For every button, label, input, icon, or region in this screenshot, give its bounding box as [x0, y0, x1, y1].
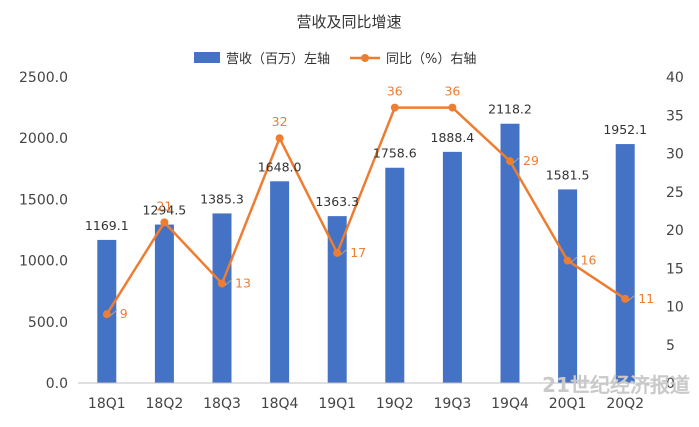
bar-value-label: 1169.1: [85, 218, 129, 233]
line-point: [448, 103, 457, 112]
bar: [212, 213, 232, 383]
label-leader: [339, 248, 348, 256]
bar-value-label: 1952.1: [603, 122, 647, 137]
bar-value-label: 1581.5: [546, 167, 590, 182]
x-tick-label: 18Q1: [88, 396, 126, 412]
line-value-label: 9: [120, 306, 128, 321]
line-point: [333, 248, 342, 257]
bar: [615, 144, 635, 383]
y-right-tick-label: 25: [666, 185, 684, 201]
y-left-tick-label: 2500.0: [19, 70, 68, 86]
y-right-tick-label: 10: [666, 300, 684, 316]
x-tick-label: 20Q1: [549, 396, 587, 412]
bar: [558, 189, 578, 383]
legend: 营收（百万）左轴 同比（%）右轴: [194, 52, 476, 67]
x-tick-label: 19Q2: [376, 396, 414, 412]
line-value-label: 11: [638, 291, 654, 306]
x-tick-label: 18Q2: [146, 396, 184, 412]
line-point: [621, 294, 630, 303]
bar: [154, 224, 174, 383]
line-value-label: 16: [581, 253, 597, 268]
bar: [327, 216, 347, 383]
bar-value-label: 2118.2: [488, 102, 532, 117]
line-point: [563, 256, 572, 265]
y-left-tick-label: 0.0: [46, 376, 68, 392]
y-right-tick-label: 0: [666, 376, 675, 392]
growth-line: [105, 106, 626, 315]
line-point: [102, 310, 111, 319]
bar-value-label: 1385.3: [200, 191, 244, 206]
line-point: [275, 134, 284, 143]
label-leader: [109, 309, 118, 317]
bar-value-label: 1363.3: [315, 194, 359, 209]
legend-line-label: 同比（%）右轴: [386, 52, 476, 67]
watermark: 21世纪经济报道: [542, 373, 690, 397]
legend-bar-swatch: [194, 52, 220, 63]
y-right-tick-label: 15: [666, 261, 684, 277]
bar-value-label: 1294.5: [143, 203, 187, 218]
y-left-tick-label: 500.0: [28, 315, 68, 331]
x-tick-label: 20Q2: [606, 396, 644, 412]
x-tick-label: 18Q3: [203, 396, 241, 412]
line-value-label: 32: [272, 114, 288, 129]
x-tick-label: 19Q1: [318, 396, 356, 412]
line-point: [218, 279, 226, 288]
y-right-tick-label: 5: [666, 338, 675, 354]
y-right-tick-label: 35: [666, 108, 684, 124]
line-point: [160, 218, 169, 227]
x-tick-label: 19Q4: [491, 396, 529, 412]
label-leader: [570, 256, 578, 263]
label-leader: [512, 156, 521, 164]
line-layer: [102, 103, 630, 319]
bar: [442, 151, 462, 383]
bar-value-label: 1758.6: [373, 146, 417, 161]
line-point: [390, 103, 399, 112]
label-leader: [224, 279, 233, 286]
line-value-label: 21: [156, 198, 172, 213]
line-point: [506, 157, 514, 166]
bar-value-label: 1648.0: [258, 159, 302, 174]
line-value-label: 13: [235, 276, 251, 291]
y-right-tick-label: 40: [666, 70, 684, 86]
line-value-label: 36: [387, 84, 403, 99]
bar-value-label: 1888.4: [431, 130, 475, 145]
y-left-tick-label: 2000.0: [19, 131, 68, 147]
label-leader: [627, 294, 636, 302]
line-value-label: 36: [444, 84, 460, 99]
y-right-tick-label: 20: [666, 223, 684, 239]
x-tick-label: 18Q4: [261, 396, 299, 412]
x-tick-label: 19Q3: [434, 396, 472, 412]
axes: 0.0 500.0 1000.0 1500.0 2000.0 2500.0 0 5 10 15 20…: [19, 70, 684, 412]
line-value-label: 17: [350, 245, 366, 260]
y-left-tick-label: 1000.0: [19, 254, 68, 270]
labels-layer: 1169.1 1294.5 1385.3 1648.0 1363.3 1758.6 1888…: [85, 84, 654, 322]
legend-line-marker: [361, 54, 369, 62]
y-left-tick-label: 1500.0: [19, 192, 68, 208]
line-value-label: 29: [523, 153, 539, 168]
legend-bar-label: 营收（百万）左轴: [226, 52, 330, 67]
bar: [500, 123, 520, 383]
y-right-tick-label: 30: [666, 147, 684, 163]
chart-title: 营收及同比增速: [296, 13, 401, 31]
bars-layer: [97, 123, 635, 383]
bar: [270, 181, 290, 383]
bar: [385, 167, 405, 383]
